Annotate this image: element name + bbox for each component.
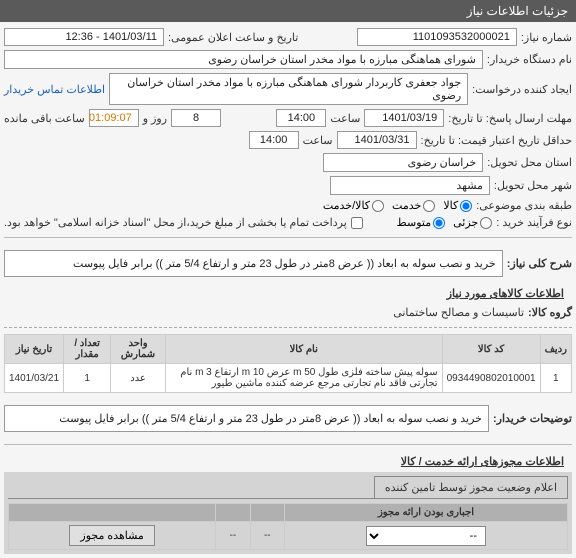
province-label: استان محل تحویل: [487,156,572,169]
bth-4 [9,504,216,522]
radio-kalakhadamat-label: کالا/خدمت [323,199,370,212]
payment-note: پرداخت تمام یا بخشی از مبلغ خرید،از محل … [4,216,347,229]
view-license-button[interactable]: مشاهده مجوز [69,525,154,546]
btd-3: -- [216,522,250,550]
validity-label: حداقل تاریخ اعتبار قیمت: تا تاریخ: [421,134,572,147]
days-left: 8 [171,109,221,127]
tab-strip: اعلام وضعیت مجوز توسط تامین کننده [8,476,568,499]
need-no-value: 1101093532000021 [357,28,517,46]
td-idx: 1 [540,364,571,393]
buytype-label: نوع فرآیند خرید : [496,216,572,229]
items-section-title: اطلاعات کالاهای مورد نیاز [4,283,572,304]
btd-select: -- [285,522,568,550]
validity-date: 1401/03/31 [337,131,417,149]
payment-checkbox[interactable] [351,217,363,229]
th-qty: تعداد / مقدار [64,335,111,364]
main-content: شماره نیاز: 1101093532000021 تاریخ و ساع… [0,22,576,558]
bth-2 [250,504,284,522]
need-no-label: شماره نیاز: [521,31,572,44]
radio-jozi-input[interactable] [480,217,492,229]
btd-2: -- [250,522,284,550]
deadline-label: مهلت ارسال پاسخ: تا تاریخ: [448,112,572,125]
radio-khadamat[interactable]: خدمت [392,199,435,212]
time-left: 01:09:07 [89,109,139,127]
license-row: -- -- -- مشاهده مجوز [9,522,568,550]
bottom-section: اعلام وضعیت مجوز توسط تامین کننده اجباری… [4,472,572,554]
radio-kala-label: کالا [443,199,458,212]
tab-status[interactable]: اعلام وضعیت مجوز توسط تامین کننده [374,476,568,498]
th-idx: ردیف [540,335,571,364]
td-code: 0934490802010001 [442,364,540,393]
radio-jozi[interactable]: جزئی [453,216,492,229]
radio-motavaset[interactable]: متوسط [397,216,446,229]
buyer-notes-label: توضیحات خریدار: [493,412,572,425]
license-section-title: اطلاعات مجوزهای ارائه خدمت / کالا [4,451,572,472]
radio-motavaset-label: متوسط [397,216,432,229]
radio-khadamat-input[interactable] [423,200,435,212]
group-label: گروه کالا: [528,306,572,319]
td-qty: 1 [64,364,111,393]
desc-text: خرید و نصب سوله به ابعاد (( عرض 8متر در … [4,250,503,277]
radio-khadamat-label: خدمت [392,199,421,212]
radio-kala-input[interactable] [460,200,472,212]
mandatory-select[interactable]: -- [366,526,486,546]
bth-3 [216,504,250,522]
class-label: طبقه بندی موضوعی: [476,199,572,212]
td-name: سوله پیش ساخته فلزی طول m 50 عرض m 10 ار… [165,364,442,393]
buyer-value: شورای هماهنگی مبارزه با مواد مخدر استان … [4,50,483,69]
radio-kala[interactable]: کالا [443,199,472,212]
th-date: تاریخ نیاز [5,335,64,364]
group-value: تاسیسات و مصالح ساختمانی [393,306,524,319]
th-code: کد کالا [442,335,540,364]
th-unit: واحد شمارش [111,335,166,364]
radio-jozi-label: جزئی [453,216,478,229]
day-label: روز و [143,112,167,125]
city-label: شهر محل تحویل: [494,179,572,192]
deadline-date: 1401/03/19 [364,109,444,127]
td-unit: عدد [111,364,166,393]
bth-mandatory: اجباری بودن ارائه مجوز [285,504,568,522]
creator-label: ایجاد کننده درخواست: [472,83,572,96]
announce-label: تاریخ و ساعت اعلان عمومی: [168,31,298,44]
radio-kalakhadamat[interactable]: کالا/خدمت [323,199,384,212]
radio-motavaset-input[interactable] [433,217,445,229]
license-table: اجباری بودن ارائه مجوز -- -- -- [8,503,568,550]
table-row: 1 0934490802010001 سوله پیش ساخته فلزی ط… [5,364,572,393]
radio-kalakhadamat-input[interactable] [372,200,384,212]
time-left-label: ساعت باقی مانده [4,112,85,125]
contact-link[interactable]: اطلاعات تماس خریدار [4,83,105,96]
panel-header: جزئیات اطلاعات نیاز [0,0,576,22]
city-value: مشهد [330,176,490,195]
creator-value: جواد جعفری کاربردار شورای هماهنگی مبارزه… [109,73,468,105]
time-label-1: ساعت [330,112,360,125]
th-name: نام کالا [165,335,442,364]
class-radio-group: کالا خدمت کالا/خدمت [323,199,472,212]
time-label-2: ساعت [303,134,333,147]
items-table: ردیف کد کالا نام کالا واحد شمارش تعداد /… [4,334,572,393]
buyer-notes: خرید و نصب سوله به ابعاد (( عرض 8متر در … [4,405,489,432]
desc-title: شرح کلی نیاز: [507,257,572,270]
buytype-radio-group: جزئی متوسط [397,216,493,229]
announce-value: 1401/03/11 - 12:36 [4,28,164,46]
buyer-label: نام دستگاه خریدار: [487,53,572,66]
td-date: 1401/03/21 [5,364,64,393]
btd-btn: مشاهده مجوز [9,522,216,550]
validity-time: 14:00 [249,131,299,149]
province-value: خراسان رضوی [323,153,483,172]
deadline-time: 14:00 [276,109,326,127]
